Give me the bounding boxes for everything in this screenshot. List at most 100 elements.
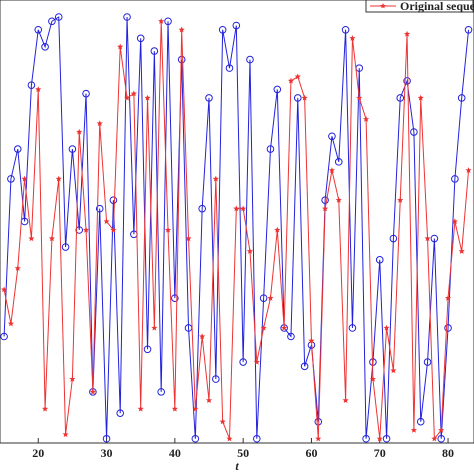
point [82, 89, 90, 98]
point [123, 94, 131, 101]
point [383, 324, 390, 331]
point [226, 435, 233, 442]
point [14, 265, 21, 271]
point [315, 435, 322, 442]
point [205, 94, 213, 102]
point [240, 205, 247, 212]
point [322, 205, 329, 212]
point [185, 235, 192, 242]
point [54, 13, 63, 21]
point [110, 226, 117, 233]
point [246, 248, 254, 254]
point [1, 286, 8, 293]
point [369, 375, 376, 382]
point [457, 94, 466, 102]
point [281, 324, 288, 331]
point [116, 409, 125, 417]
point [404, 30, 411, 37]
point [266, 145, 275, 153]
point [157, 388, 165, 396]
point [143, 345, 152, 354]
point [62, 431, 69, 438]
x-tick-label: 20 [32, 446, 44, 460]
legend-box [365, 0, 474, 13]
point [382, 434, 391, 443]
point [431, 435, 438, 442]
point [376, 435, 383, 442]
point [423, 358, 432, 366]
point [390, 367, 397, 374]
point [424, 235, 431, 242]
point [34, 25, 43, 34]
point [164, 226, 172, 233]
point [301, 94, 308, 101]
point [267, 294, 274, 301]
x-tick-label: 40 [169, 446, 181, 460]
point [7, 175, 15, 183]
point [7, 320, 14, 327]
point [150, 47, 159, 55]
point [348, 324, 357, 332]
point [410, 427, 417, 433]
point [451, 218, 458, 225]
x-tick-label: 80 [442, 446, 454, 460]
point [218, 25, 227, 34]
point [444, 324, 452, 332]
point [356, 94, 363, 101]
point [75, 226, 84, 234]
point [103, 218, 110, 225]
x-tick-label: 70 [374, 446, 386, 460]
point [253, 434, 261, 443]
point [212, 375, 220, 383]
point [35, 86, 42, 93]
x-axis-label: t [235, 459, 239, 473]
point [144, 94, 151, 101]
point [212, 175, 219, 182]
point [151, 324, 158, 331]
point [465, 167, 472, 173]
point [136, 34, 145, 43]
point [294, 73, 301, 80]
point [375, 256, 384, 264]
point [246, 55, 254, 64]
point [192, 405, 199, 412]
point [27, 81, 36, 89]
point [48, 17, 56, 26]
legend-marker [380, 3, 386, 9]
point [102, 434, 111, 443]
point [451, 175, 459, 183]
point [293, 94, 302, 102]
point [287, 77, 294, 84]
point [274, 226, 281, 233]
point [232, 21, 241, 30]
point [42, 405, 49, 412]
point [287, 332, 295, 341]
point [83, 226, 90, 233]
point [342, 397, 349, 403]
point [416, 417, 425, 426]
point [158, 18, 165, 24]
point [233, 205, 240, 212]
point [308, 337, 315, 344]
series-line [3, 21, 470, 441]
point [123, 13, 131, 21]
point [362, 434, 370, 443]
point [321, 196, 329, 204]
point [349, 35, 356, 41]
point [137, 405, 144, 412]
point [437, 434, 446, 443]
point [69, 375, 76, 382]
point [76, 128, 83, 135]
point [328, 167, 335, 173]
point [205, 397, 213, 403]
point [438, 427, 445, 433]
point [260, 324, 267, 331]
point [397, 196, 404, 203]
point [171, 405, 178, 412]
point [341, 25, 350, 34]
point [363, 116, 370, 122]
point [239, 358, 247, 366]
point [164, 17, 172, 26]
